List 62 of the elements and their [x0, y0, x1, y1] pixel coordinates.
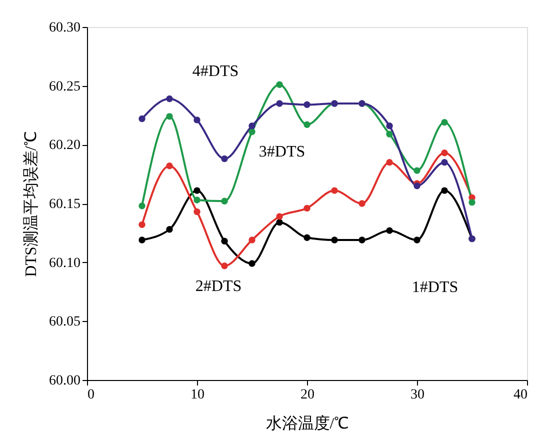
point: [166, 226, 173, 233]
point: [414, 182, 420, 190]
point: [138, 202, 146, 210]
point: [194, 116, 200, 124]
x-tick-label: 40: [514, 388, 528, 402]
point: [194, 208, 200, 216]
point: [221, 238, 228, 244]
point: [276, 213, 283, 220]
point: [386, 130, 393, 138]
point: [138, 221, 146, 228]
point: [166, 113, 173, 120]
point: [304, 101, 310, 108]
point: [194, 196, 200, 204]
point: [468, 198, 476, 206]
point: [441, 187, 448, 194]
series-label: 2#DTS: [195, 278, 242, 295]
point: [358, 236, 366, 244]
point: [386, 227, 393, 234]
point: [386, 122, 393, 130]
point: [138, 236, 146, 244]
x-tick-label: 30: [410, 388, 424, 402]
point: [441, 158, 448, 166]
point: [166, 95, 173, 102]
point: [414, 236, 420, 244]
x-axis-title: 水浴温度/℃: [266, 414, 350, 432]
point: [248, 236, 256, 244]
point: [304, 234, 310, 241]
y-tick-label: 60.10: [49, 256, 80, 271]
point: [304, 204, 310, 212]
y-tick-label: 60.15: [49, 197, 80, 212]
y-tick-label: 60.00: [49, 374, 80, 388]
point: [441, 118, 448, 126]
point: [248, 260, 256, 267]
point: [221, 262, 228, 270]
point: [304, 121, 310, 128]
point: [138, 115, 146, 122]
x-tick-label: 10: [190, 388, 204, 402]
point: [414, 167, 420, 174]
point: [276, 100, 283, 107]
x-tick-label: 0: [88, 388, 94, 402]
y-tick-label: 60.20: [49, 138, 80, 154]
point: [166, 162, 173, 170]
point: [358, 200, 366, 207]
y-axis-title: DTS测温平均误差/℃: [22, 131, 40, 277]
point: [386, 158, 393, 166]
point: [276, 218, 283, 226]
point: [194, 187, 200, 194]
point: [276, 81, 283, 88]
text: 1#DTS: [412, 278, 458, 296]
point: [331, 236, 338, 244]
y-tick-label: 60.30: [49, 20, 80, 36]
series-label: 4#DTS: [192, 62, 239, 80]
point: [248, 122, 256, 130]
point: [221, 155, 228, 162]
y-tick-label: 60.25: [49, 79, 80, 94]
y-tick-label: 60.05: [49, 314, 80, 330]
x-tick-label: 20: [300, 388, 314, 402]
point: [248, 128, 256, 136]
point: [441, 150, 448, 156]
point: [331, 187, 338, 194]
series-label: 3#DTS: [258, 144, 306, 161]
point: [221, 198, 228, 204]
